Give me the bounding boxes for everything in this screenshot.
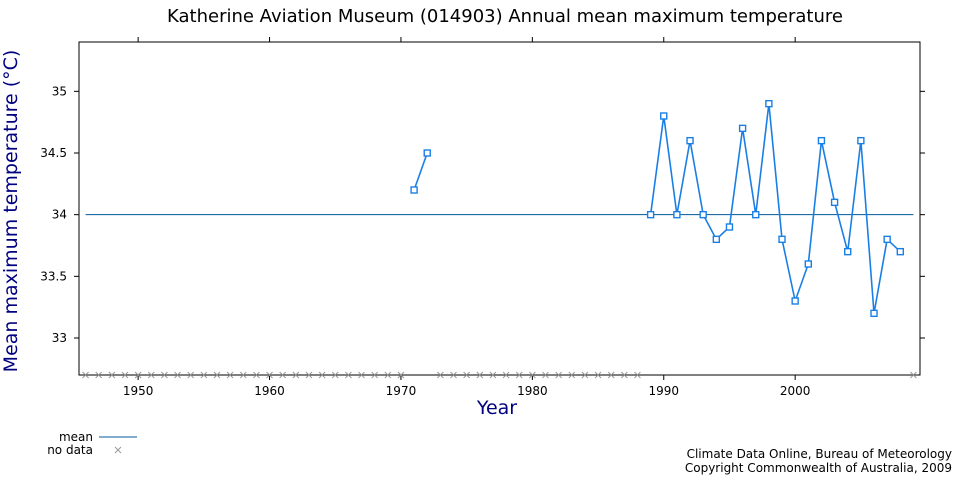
no-data-marker xyxy=(200,371,208,379)
data-point xyxy=(791,297,799,305)
no-data-marker xyxy=(437,371,444,379)
no-data-marker xyxy=(502,371,510,379)
legend: mean no data xyxy=(47,430,137,457)
data-point xyxy=(738,124,747,133)
y-axis-label: Mean maximum temperature (°C) xyxy=(0,50,22,373)
data-point xyxy=(830,198,839,207)
y-tick-labels: 33 33.5 34 34.5 35 xyxy=(40,84,67,345)
no-data-marker xyxy=(634,371,641,379)
data-point xyxy=(778,235,786,244)
no-data-marker xyxy=(174,371,181,379)
axis-ticks xyxy=(74,37,925,380)
data-point xyxy=(883,235,891,244)
no-data-marker xyxy=(476,371,484,379)
no-data-marker xyxy=(594,371,602,379)
chart-title: Katherine Aviation Museum (014903) Annua… xyxy=(167,6,843,27)
no-data-marker xyxy=(305,371,313,379)
no-data-marker xyxy=(95,371,103,379)
no-data-marker xyxy=(910,371,917,379)
x-tick-label: 1990 xyxy=(648,384,679,398)
series-lines xyxy=(413,103,901,314)
no-data-marker xyxy=(279,371,287,379)
no-data-marker xyxy=(371,371,379,379)
data-point xyxy=(896,247,904,256)
no-data-marker xyxy=(318,371,326,379)
data-point xyxy=(423,149,431,157)
no-data-marker xyxy=(331,371,339,379)
no-data-marker xyxy=(450,371,457,379)
x-axis-label: Year xyxy=(476,397,517,419)
no-data-marker xyxy=(542,371,549,379)
y-tick-label: 35 xyxy=(52,84,67,98)
x-tick-label: 1950 xyxy=(123,384,154,398)
no-data-marker xyxy=(489,371,497,379)
plot-frame xyxy=(78,41,921,376)
no-data-marker xyxy=(555,371,562,379)
legend-nodata-label: no data xyxy=(47,443,93,457)
data-point xyxy=(673,210,681,219)
x-tick-labels: 1950 1960 1970 1980 1990 2000 xyxy=(123,384,811,398)
y-tick-label: 34.5 xyxy=(40,146,67,160)
data-point xyxy=(857,136,865,145)
no-data-marker xyxy=(108,371,116,379)
x-tick-label: 1970 xyxy=(386,384,417,398)
data-point xyxy=(699,210,707,219)
no-data-marker xyxy=(266,371,273,379)
data-point xyxy=(410,186,418,194)
credit-line-2: Copyright Commonwealth of Australia, 200… xyxy=(685,461,952,475)
data-point xyxy=(765,99,773,108)
no-data-marker xyxy=(213,371,221,379)
no-data-marker xyxy=(620,371,628,379)
no-data-marker xyxy=(147,371,155,379)
no-data-marker xyxy=(292,371,300,379)
series-line xyxy=(649,103,901,314)
no-data-marker xyxy=(528,371,536,379)
no-data-marker xyxy=(187,371,195,379)
data-point xyxy=(660,112,668,120)
data-point xyxy=(817,136,826,145)
no-data-markers xyxy=(82,371,917,379)
no-data-marker xyxy=(134,371,142,379)
x-tick-label: 2000 xyxy=(780,384,811,398)
no-data-marker xyxy=(161,371,168,379)
data-point xyxy=(870,309,878,318)
x-tick-label: 1960 xyxy=(254,384,285,398)
no-data-marker xyxy=(239,371,247,379)
x-tick-label: 1980 xyxy=(517,384,548,398)
no-data-marker xyxy=(463,371,471,379)
data-point xyxy=(725,223,734,231)
data-point xyxy=(686,136,694,145)
y-tick-label: 34 xyxy=(52,208,67,222)
no-data-marker xyxy=(121,371,129,379)
data-point xyxy=(646,210,655,219)
legend-nodata-x-icon xyxy=(114,446,122,454)
no-data-marker xyxy=(358,371,365,379)
y-tick-label: 33 xyxy=(52,331,67,345)
no-data-marker xyxy=(568,371,576,379)
no-data-marker xyxy=(581,371,589,379)
data-point xyxy=(844,247,852,256)
no-data-marker xyxy=(515,371,523,379)
y-tick-label: 33.5 xyxy=(40,269,67,283)
credit-line-1: Climate Data Online, Bureau of Meteorolo… xyxy=(687,447,952,461)
no-data-marker xyxy=(384,371,392,379)
no-data-marker xyxy=(253,371,260,379)
data-point xyxy=(712,235,721,244)
series-line xyxy=(413,152,428,191)
data-point xyxy=(752,210,760,219)
no-data-marker xyxy=(397,371,405,379)
legend-mean-label: mean xyxy=(59,430,93,444)
no-data-marker xyxy=(226,371,234,379)
no-data-marker xyxy=(345,371,352,379)
no-data-marker xyxy=(607,371,615,379)
data-points xyxy=(410,99,904,318)
no-data-marker xyxy=(82,371,89,379)
data-point xyxy=(804,260,813,268)
